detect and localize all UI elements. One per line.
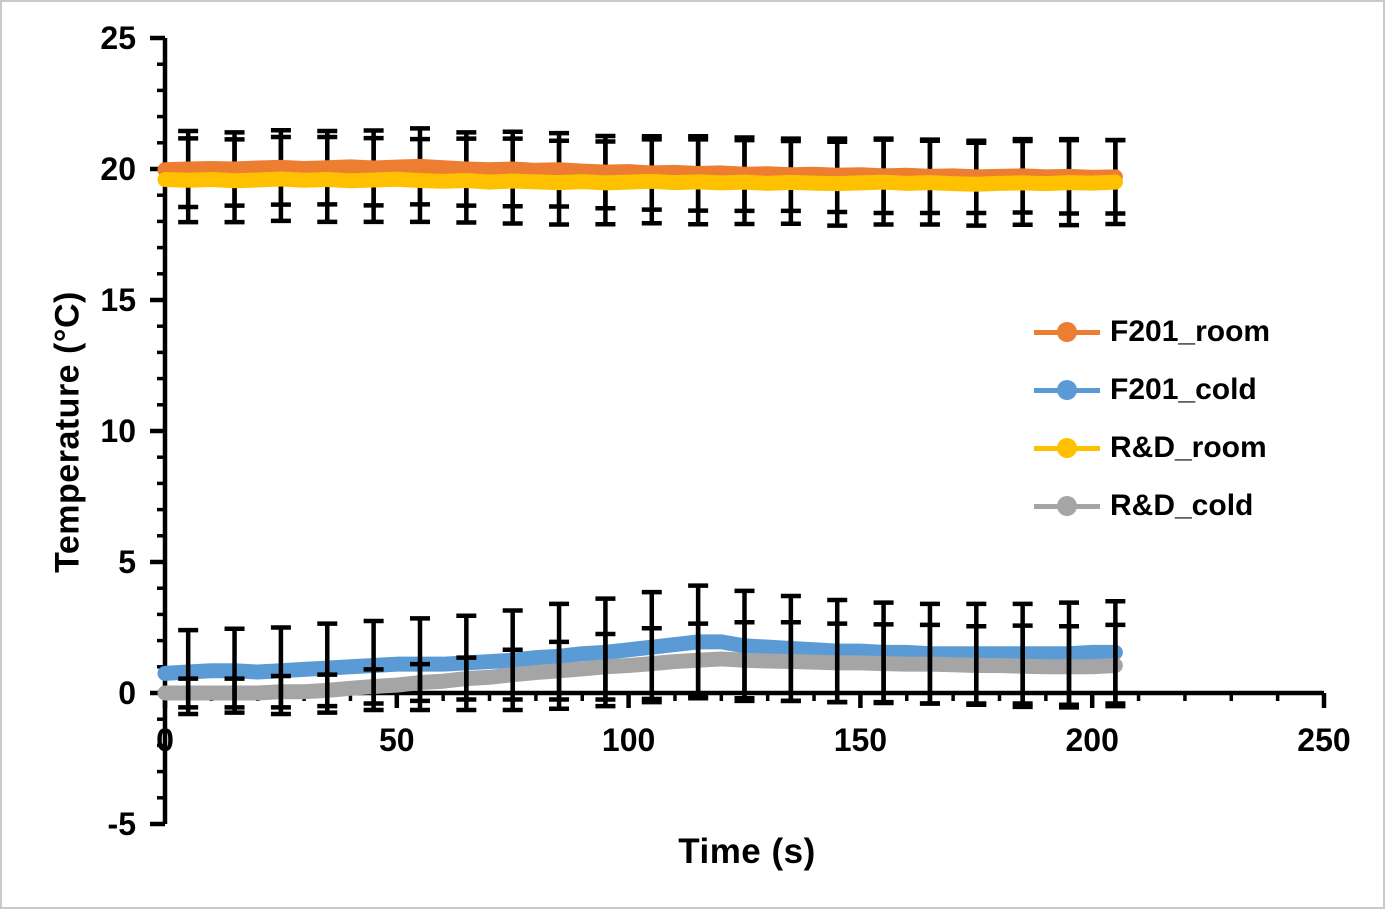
line-dot-marker-icon [1034,322,1100,342]
y-tick-label: 0 [118,675,136,711]
series-line-R&D_room [157,171,1123,192]
y-tick-label: 5 [118,544,136,580]
y-axis-title: Temperature (°C) [48,291,87,573]
y-tick-label: 25 [100,20,136,56]
line-dot-marker-icon [1034,496,1100,516]
line-dot-marker-icon [1034,380,1100,400]
series-line-F201_room [157,158,1123,185]
legend-label: R&D_cold [1110,489,1254,522]
legend-label: R&D_room [1110,431,1267,464]
legend-label: F201_cold [1110,373,1257,406]
y-tick-label: 10 [100,413,136,449]
legend-item-rd-cold: R&D_cold [1034,477,1270,535]
x-tick-label: 0 [156,722,174,758]
x-tick-label: 200 [1066,722,1119,758]
series-line-R&D_cold [157,651,1123,701]
series-line-F201_cold [157,634,1123,681]
legend-label: F201_room [1110,315,1271,348]
x-tick-label: 50 [379,722,415,758]
legend-item-rd-room: R&D_room [1034,419,1270,477]
x-tick-label: 100 [602,722,655,758]
legend: F201_room F201_cold R&D_room R&D_cold [1034,303,1270,535]
x-axis-title: Time (s) [678,832,816,871]
y-tick-label: -5 [108,806,136,842]
x-tick-label: 150 [834,722,887,758]
error-bars-R&D_cold [178,620,1126,710]
x-tick-label: 250 [1297,722,1350,758]
legend-item-f201-cold: F201_cold [1034,361,1270,419]
y-tick-label: 20 [100,151,136,187]
legend-item-f201-room: F201_room [1034,303,1270,361]
y-tick-label: 15 [100,282,136,318]
line-dot-marker-icon [1034,438,1100,458]
